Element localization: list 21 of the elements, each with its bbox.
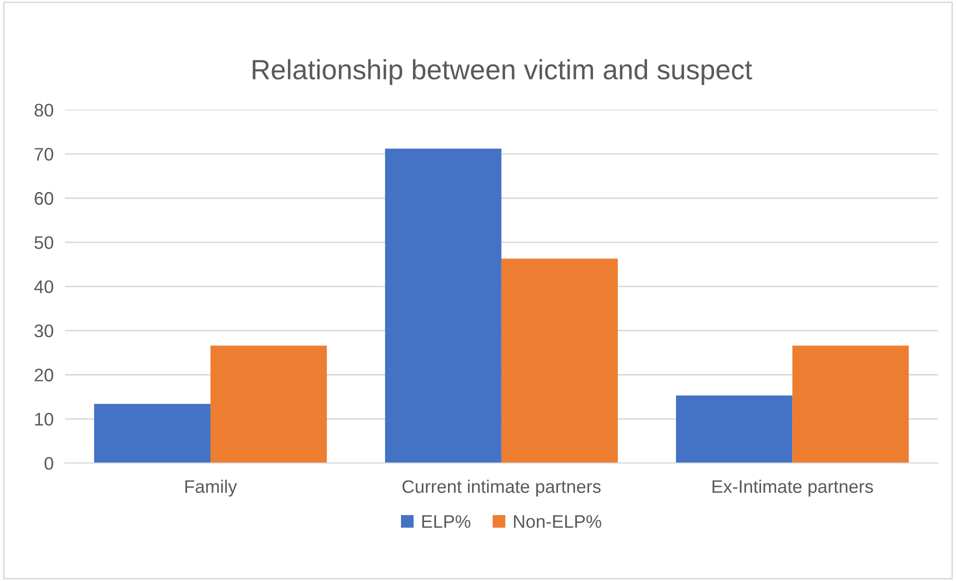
y-tick-label: 70: [34, 148, 54, 161]
x-tick-label: Current intimate partners: [402, 480, 601, 497]
bar: [501, 258, 618, 464]
y-tick-label: 50: [34, 236, 54, 249]
chart-title: Relationship between victim and suspect: [252, 59, 752, 86]
y-tick-label: 60: [34, 192, 54, 205]
bar: [94, 404, 210, 464]
legend-label: Non-ELP%: [514, 515, 602, 528]
y-tick-label: 80: [34, 104, 54, 117]
bar: [792, 346, 909, 464]
bar: [676, 396, 792, 464]
legend-label: ELP%: [422, 515, 470, 528]
y-tick-label: 0: [44, 456, 54, 470]
x-tick-label: Ex-Intimate partners: [712, 480, 873, 497]
y-tick-label: 10: [35, 412, 54, 426]
x-tick-label: Family: [185, 480, 238, 497]
y-tick-label: 30: [34, 324, 54, 338]
y-tick-label: 20: [34, 368, 54, 382]
bar: [210, 346, 327, 464]
bar: [385, 148, 502, 464]
y-tick-label: 40: [34, 280, 54, 294]
